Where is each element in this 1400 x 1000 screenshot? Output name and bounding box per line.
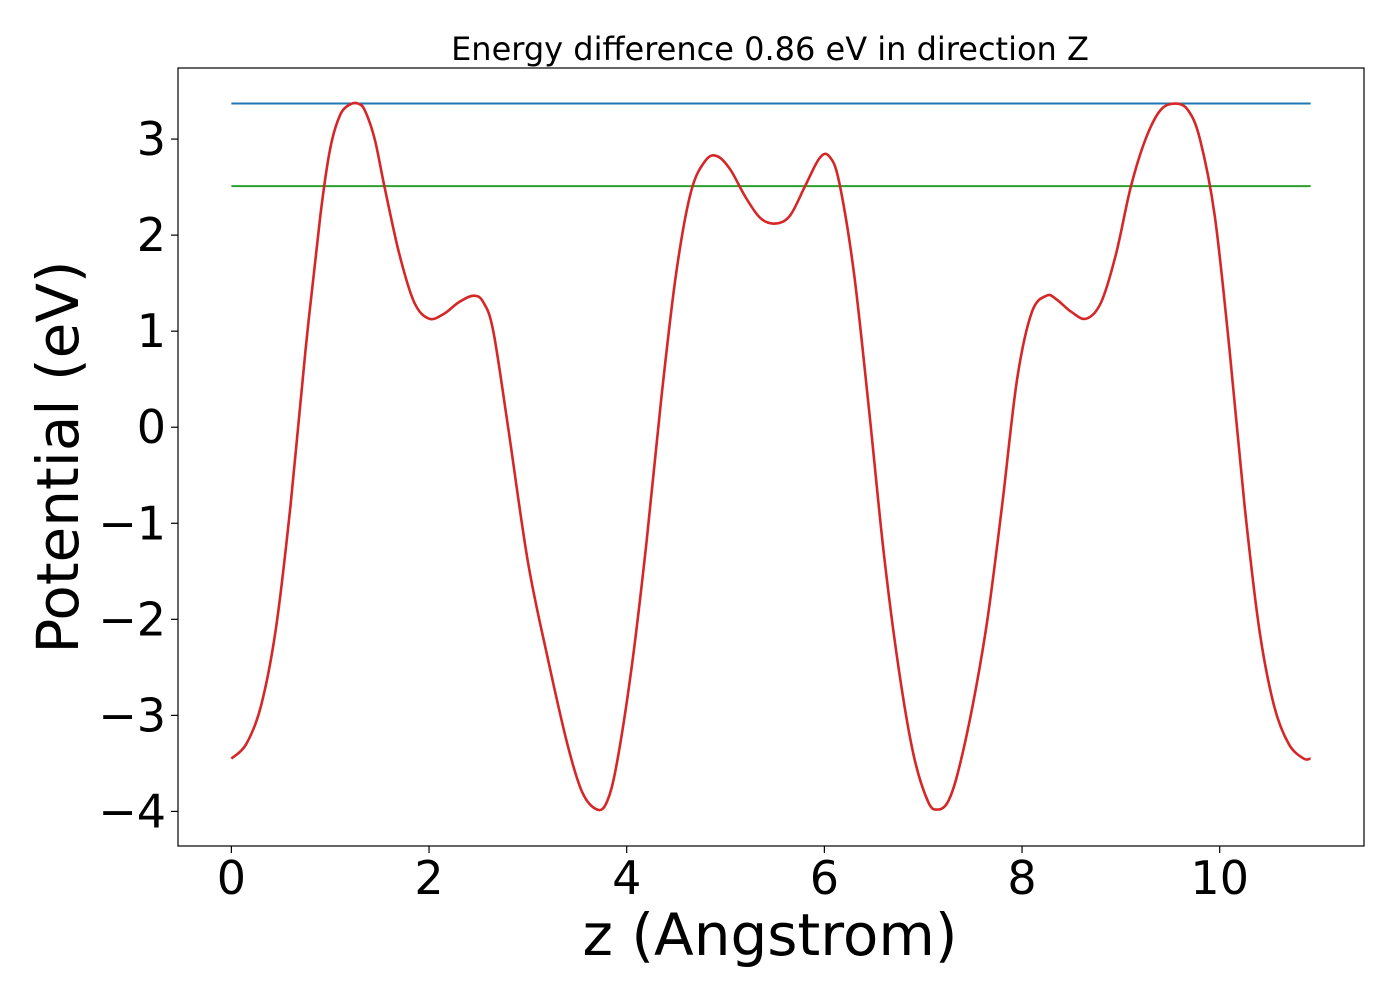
x-tick-label: 2: [414, 851, 443, 905]
y-tick-label: 0: [137, 400, 166, 454]
y-axis-ticks: −4 −3 −2 −1 0 1 2 3: [98, 112, 178, 838]
y-tick-label: 2: [137, 208, 166, 262]
x-axis-ticks: 0 2 4 6 8 10: [217, 846, 1249, 905]
x-tick-label: 8: [1007, 851, 1036, 905]
y-tick-label: −4: [98, 784, 166, 838]
y-tick-label: 3: [137, 112, 166, 166]
y-tick-label: −2: [98, 592, 166, 646]
y-axis-label: Potential (eV): [24, 260, 92, 653]
x-tick-label: 0: [217, 851, 246, 905]
y-tick-label: 1: [137, 304, 166, 358]
x-axis-label: z (Angstrom): [583, 901, 958, 969]
x-tick-label: 6: [810, 851, 839, 905]
plot-area: [230, 101, 1311, 812]
series-line-potential: [230, 101, 1311, 812]
y-tick-label: −1: [98, 496, 166, 550]
y-tick-label: −3: [98, 688, 166, 742]
x-tick-label: 10: [1190, 851, 1249, 905]
chart-title: Energy difference 0.86 eV in direction Z: [451, 30, 1089, 68]
plot-frame: [177, 67, 1365, 847]
x-tick-label: 4: [612, 851, 641, 905]
